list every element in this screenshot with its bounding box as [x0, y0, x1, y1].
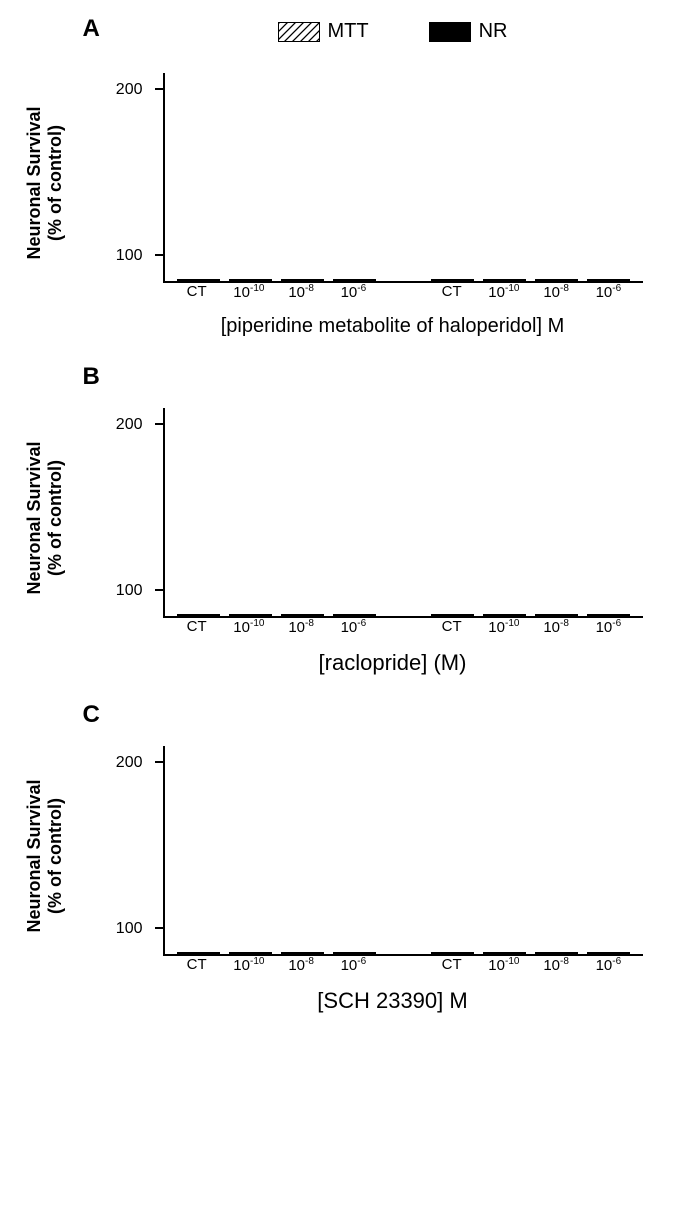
x-tick-label: 10-10	[223, 283, 275, 313]
x-axis-label: [SCH 23390] M	[123, 988, 663, 1014]
xtick-group: CT10-1010-810-6	[418, 956, 643, 986]
y-tick-label: 100	[116, 247, 143, 265]
x-tick-label: 10-8	[275, 956, 327, 986]
y-tick-label: 200	[116, 754, 143, 772]
y-tick-label: 100	[116, 920, 143, 938]
panel-label: B	[83, 363, 100, 391]
x-tick-label: 10-8	[275, 618, 327, 648]
legend-swatch	[278, 22, 320, 42]
legend-swatch	[429, 22, 471, 42]
x-tick-label: 10-6	[582, 618, 634, 648]
panel-C: CNeuronal Survival(% of control)100200CT…	[23, 706, 663, 1014]
plot: 100200	[163, 73, 643, 283]
x-tick-label: 10-6	[582, 283, 634, 313]
y-tick-label: 200	[116, 81, 143, 99]
x-tick-label: CT	[171, 618, 223, 648]
legend-label: MTT	[328, 20, 369, 43]
chart-area: Neuronal Survival(% of control)100200CT1…	[123, 53, 643, 313]
x-tick-label: 10-6	[327, 618, 379, 648]
panel-A: AMTTNRNeuronal Survival(% of control)100…	[23, 20, 663, 338]
x-tick-label: 10-10	[478, 618, 530, 648]
panel-label: C	[83, 701, 100, 729]
bars-row	[165, 73, 643, 281]
legend-item: MTT	[278, 20, 369, 43]
x-tick-label: 10-6	[327, 956, 379, 986]
bars-row	[165, 746, 643, 954]
x-tick-label: CT	[426, 618, 478, 648]
legend: MTT NR	[123, 20, 663, 43]
x-tick-label: 10-8	[530, 956, 582, 986]
xtick-group: CT10-1010-810-6	[418, 618, 643, 648]
y-tick: 100	[155, 589, 165, 591]
xtick-group: CT10-1010-810-6	[163, 283, 388, 313]
y-axis-label: Neuronal Survival(% of control)	[24, 83, 66, 283]
legend-item: NR	[429, 20, 508, 43]
x-tick-label: 10-6	[582, 956, 634, 986]
x-tick-row: CT10-1010-810-6CT10-1010-810-6	[163, 283, 643, 313]
x-axis-label: [raclopride] (M)	[123, 650, 663, 676]
x-tick-label: 10-8	[530, 283, 582, 313]
y-tick: 100	[155, 254, 165, 256]
y-tick: 200	[155, 423, 165, 425]
y-tick: 200	[155, 88, 165, 90]
panel-B: BNeuronal Survival(% of control)100200CT…	[23, 368, 663, 676]
x-tick-label: 10-6	[327, 283, 379, 313]
y-tick-label: 200	[116, 416, 143, 434]
x-axis-label: [piperidine metabolite of haloperidol] M	[123, 315, 663, 338]
plot: 100200	[163, 408, 643, 618]
x-tick-row: CT10-1010-810-6CT10-1010-810-6	[163, 956, 643, 986]
chart-area: Neuronal Survival(% of control)100200CT1…	[123, 388, 643, 648]
xtick-group: CT10-1010-810-6	[418, 283, 643, 313]
legend-label: NR	[479, 20, 508, 43]
x-tick-label: 10-10	[478, 956, 530, 986]
y-axis-label: Neuronal Survival(% of control)	[24, 418, 66, 618]
xtick-group: CT10-1010-810-6	[163, 618, 388, 648]
xtick-group: CT10-1010-810-6	[163, 956, 388, 986]
chart-area: Neuronal Survival(% of control)100200CT1…	[123, 726, 643, 986]
x-tick-label: 10-8	[530, 618, 582, 648]
x-tick-label: 10-10	[478, 283, 530, 313]
x-tick-label: 10-10	[223, 956, 275, 986]
panel-label: A	[83, 15, 100, 43]
x-tick-label: CT	[426, 283, 478, 313]
x-tick-label: 10-8	[275, 283, 327, 313]
y-tick: 100	[155, 927, 165, 929]
bars-row	[165, 408, 643, 616]
x-tick-label: CT	[171, 283, 223, 313]
x-tick-label: CT	[426, 956, 478, 986]
y-tick-label: 100	[116, 582, 143, 600]
x-tick-label: CT	[171, 956, 223, 986]
x-tick-label: 10-10	[223, 618, 275, 648]
x-tick-row: CT10-1010-810-6CT10-1010-810-6	[163, 618, 643, 648]
y-tick: 200	[155, 761, 165, 763]
plot: 100200	[163, 746, 643, 956]
y-axis-label: Neuronal Survival(% of control)	[24, 756, 66, 956]
